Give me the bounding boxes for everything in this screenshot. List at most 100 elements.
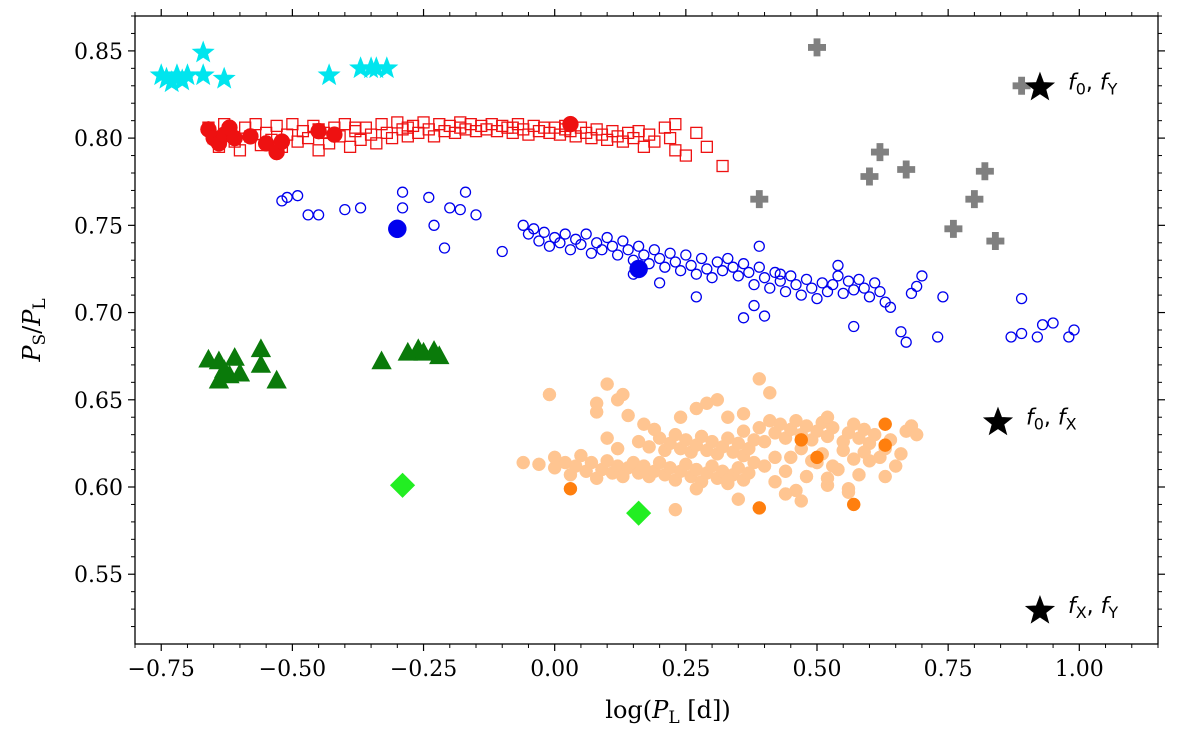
circle-point <box>291 190 304 202</box>
x-tick-label: 1.00 <box>1055 657 1104 682</box>
square-point <box>679 149 692 162</box>
circle-point <box>769 266 781 279</box>
circle-point <box>1015 292 1028 305</box>
circle-point <box>825 420 840 435</box>
circle-point <box>1005 331 1017 343</box>
annotation-label: f0​, fX​ <box>1026 405 1077 433</box>
circle-point <box>841 485 856 499</box>
circle-point <box>673 410 688 424</box>
circle-point <box>841 426 856 440</box>
circle-point <box>832 270 844 282</box>
y-axis-ticks: 0.55 0.60 0.65 0.70 0.75 0.80 0.85 <box>74 15 1165 628</box>
series-1 <box>202 116 729 173</box>
circle-point <box>622 244 634 256</box>
circle-point <box>695 252 708 265</box>
square-point <box>370 137 383 150</box>
circle-point <box>673 464 688 479</box>
square-point <box>301 131 315 145</box>
plus-point <box>944 219 963 238</box>
circle-point <box>778 464 793 479</box>
y-tick-label: 0.85 <box>74 40 123 65</box>
circle-point <box>752 372 767 386</box>
circle-point <box>778 487 793 501</box>
circle-point <box>810 424 824 438</box>
star-point <box>191 40 215 63</box>
circle-point <box>894 447 908 461</box>
circle-point <box>710 393 725 407</box>
star-point <box>1024 595 1056 624</box>
circle-point <box>532 457 546 472</box>
circle-point <box>878 417 892 431</box>
circle-point <box>685 259 697 272</box>
square-point <box>690 126 703 140</box>
circle-point <box>768 475 782 489</box>
circle-point <box>752 420 767 435</box>
circle-point <box>611 249 624 261</box>
circle-point <box>631 466 646 480</box>
circle-point <box>669 256 682 268</box>
circle-point <box>428 219 440 231</box>
circle-point <box>706 272 718 284</box>
circle-point <box>737 312 750 324</box>
circle-point <box>878 438 892 452</box>
circle-point <box>758 272 771 284</box>
circle-point <box>689 481 704 496</box>
circle-point <box>727 261 739 273</box>
circle-point <box>899 424 913 438</box>
circle-point <box>748 299 760 312</box>
circle-point <box>610 441 625 456</box>
circle-point <box>820 471 835 486</box>
circle-point <box>785 270 797 282</box>
circle-point <box>911 280 923 293</box>
circle-point <box>1031 331 1043 343</box>
circle-point <box>470 209 482 221</box>
plus-point <box>986 232 1005 251</box>
series-6 <box>563 417 892 515</box>
square-point <box>648 135 661 148</box>
circle-point <box>846 497 861 512</box>
circle-point <box>837 287 849 300</box>
circle-point <box>705 459 719 473</box>
circle-point <box>242 128 259 145</box>
circle-point <box>302 209 314 221</box>
circle-point <box>673 441 688 456</box>
circle-point <box>659 261 671 273</box>
square-point <box>700 140 713 153</box>
circle-point <box>731 436 746 451</box>
circle-point <box>579 464 593 479</box>
y-tick-label: 0.65 <box>74 389 123 414</box>
circle-point <box>533 235 545 247</box>
circle-point <box>637 459 651 473</box>
square-point <box>663 131 677 145</box>
circle-point <box>310 122 327 140</box>
circle-point <box>888 459 903 473</box>
circle-point <box>816 277 828 289</box>
circle-point <box>668 502 683 517</box>
star-point <box>191 63 215 86</box>
square-point <box>233 144 247 157</box>
circle-point <box>621 408 635 423</box>
circle-point <box>710 471 725 486</box>
plot-frame <box>134 15 1159 645</box>
circle-point <box>701 263 713 275</box>
plus-point <box>750 190 769 209</box>
circle-point <box>753 240 765 252</box>
circle-point <box>799 419 814 433</box>
circle-point <box>354 202 367 214</box>
circle-point <box>857 445 871 459</box>
circle-point <box>736 406 751 421</box>
y-tick-label: 0.55 <box>74 563 123 588</box>
circle-point <box>820 429 835 444</box>
circle-point <box>642 440 656 454</box>
x-axis-ticks: −0.75 −0.50 −0.25 0.00 0.25 0.50 0.75 1.00 <box>128 9 1159 682</box>
circle-point <box>711 256 723 268</box>
circle-point <box>631 434 646 449</box>
x-tick-label: 0.25 <box>661 657 710 682</box>
circle-point <box>626 455 641 470</box>
circle-point <box>690 291 702 303</box>
series-4 <box>388 219 648 279</box>
circle-point <box>909 427 924 442</box>
circle-point <box>784 422 798 437</box>
circle-point <box>732 270 744 282</box>
series-8 <box>389 472 652 526</box>
